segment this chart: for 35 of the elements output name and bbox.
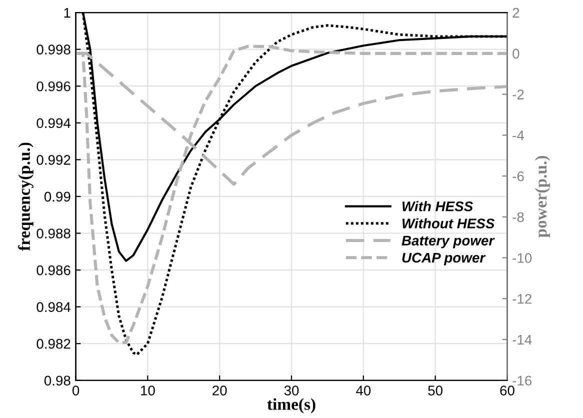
y-tick-label: 0.99 bbox=[44, 192, 70, 202]
legend-label: UCAP power bbox=[402, 252, 486, 266]
y2-tick-label: -6 bbox=[512, 171, 524, 182]
x-tick-label: 30 bbox=[284, 386, 299, 396]
legend-label: With HESS bbox=[402, 201, 473, 212]
y2-tick-label: -4 bbox=[512, 130, 524, 140]
y2-tick-label: -8 bbox=[512, 212, 524, 222]
y-tick-label: 0.984 bbox=[36, 302, 71, 312]
y2-axis-title: power(p.u.) bbox=[534, 156, 550, 238]
y-tick-label: 0.998 bbox=[36, 44, 70, 54]
y2-tick-label: -16 bbox=[512, 376, 532, 386]
x-tick-label: 0 bbox=[72, 386, 80, 396]
y2-tick-label: -12 bbox=[512, 294, 532, 304]
x-tick-label: 50 bbox=[428, 386, 442, 396]
y-tick-label: 1 bbox=[64, 8, 70, 18]
y-tick-label: 0.986 bbox=[36, 265, 70, 276]
y2-tick-label: 2 bbox=[512, 8, 520, 18]
y-tick-label: 0.994 bbox=[36, 118, 71, 128]
y-tick-label: 0.98 bbox=[44, 376, 70, 386]
x-tick-label: 60 bbox=[500, 386, 514, 396]
legend-label: Without HESS bbox=[402, 218, 495, 228]
x-axis-title: time(s) bbox=[267, 398, 316, 414]
x-tick-label: 20 bbox=[212, 386, 227, 396]
y-tick-label: 0.988 bbox=[36, 228, 70, 238]
y-tick-label: 0.996 bbox=[36, 81, 70, 92]
y-axis-title: frequency(p.u.) bbox=[18, 142, 34, 251]
y-tick-label: 0.982 bbox=[36, 338, 70, 349]
y2-tick-label: -14 bbox=[512, 334, 532, 345]
y2-tick-label: -2 bbox=[512, 90, 524, 100]
x-tick-label: 40 bbox=[356, 386, 371, 396]
y2-tick-label: 0 bbox=[512, 48, 520, 59]
y2-tick-label: -10 bbox=[512, 253, 532, 263]
legend-label: Battery power bbox=[402, 236, 495, 248]
x-tick-label: 10 bbox=[141, 386, 155, 396]
y-tick-label: 0.992 bbox=[36, 155, 70, 165]
